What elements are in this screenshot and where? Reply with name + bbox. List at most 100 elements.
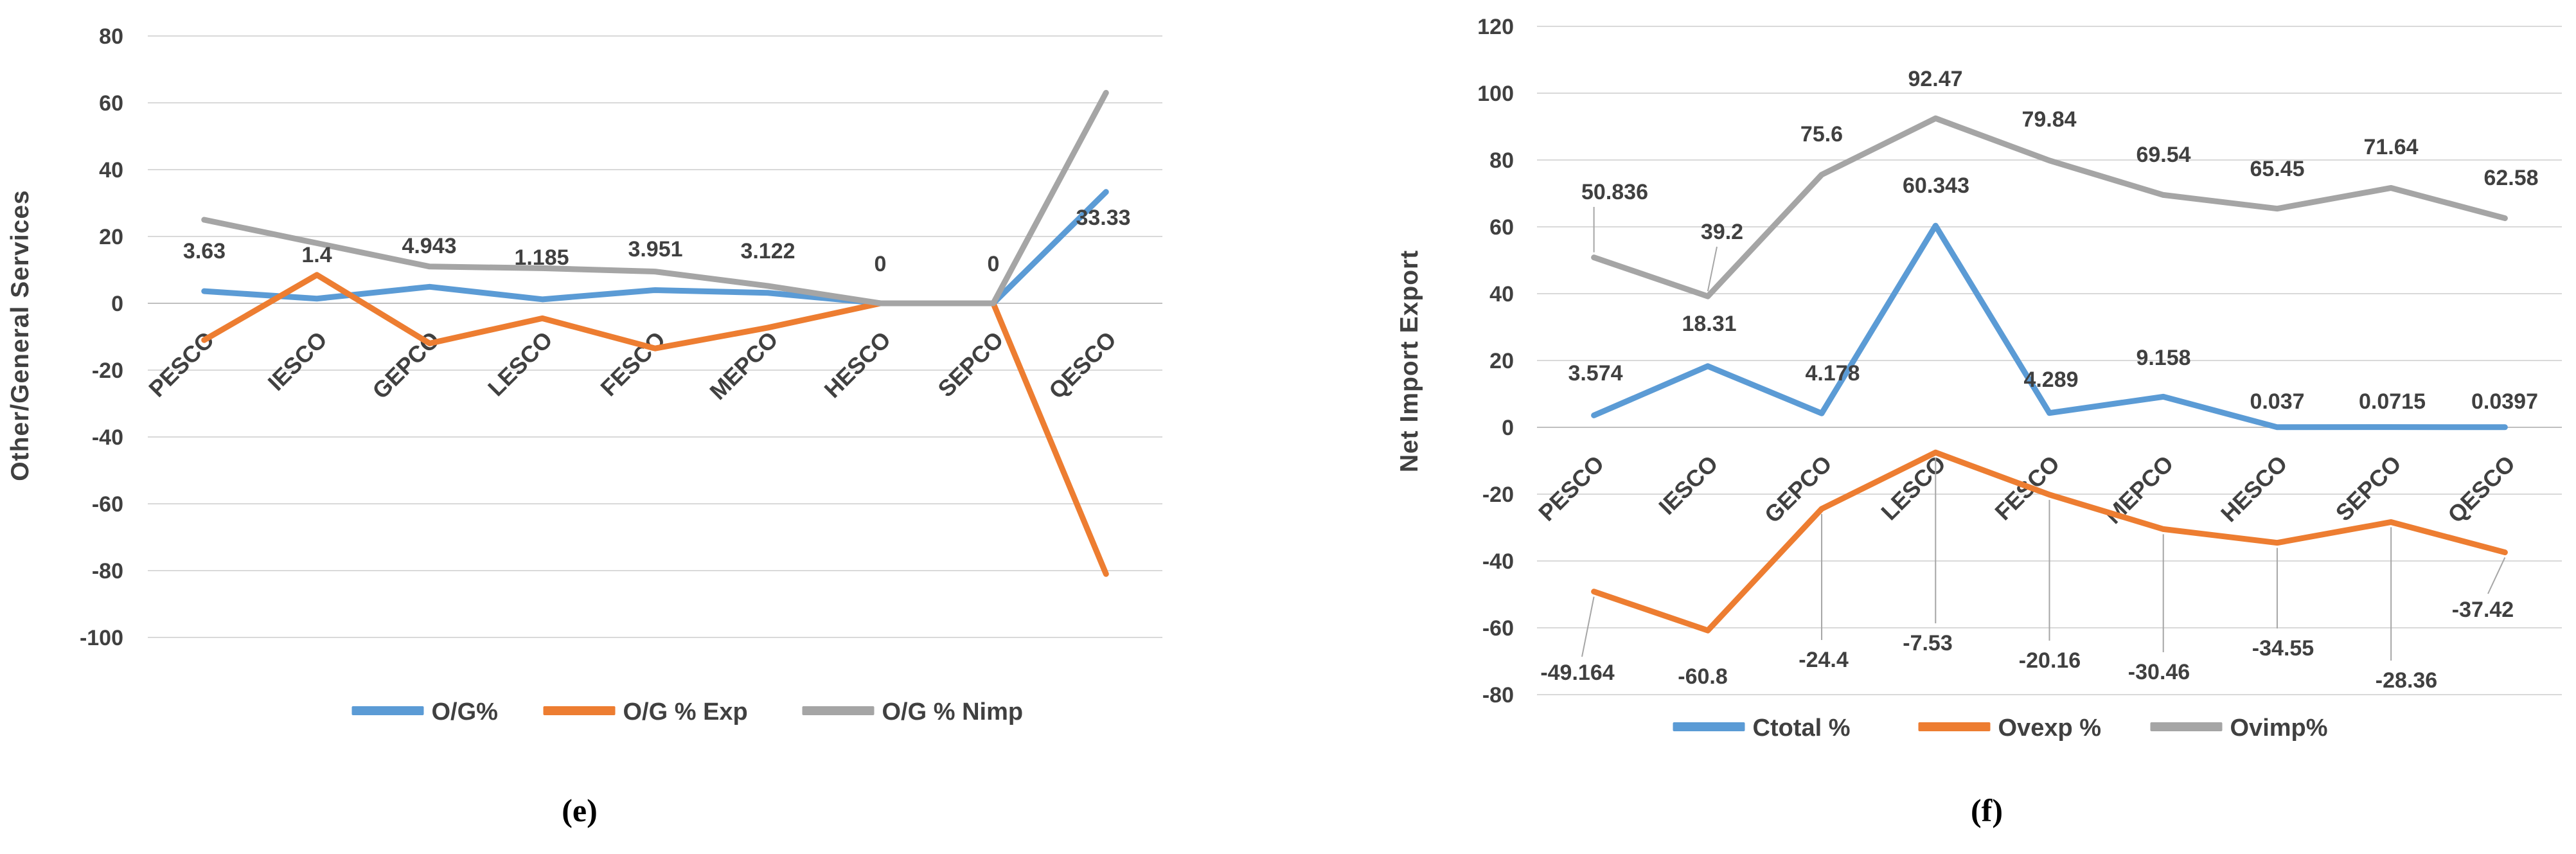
series-line-ctotal- xyxy=(1591,222,2508,431)
series-line-ovimp- xyxy=(1591,115,2508,299)
data-label: 65.45 xyxy=(2250,157,2304,181)
legend-swatch xyxy=(351,706,424,715)
legend-label: Ovimp% xyxy=(2230,715,2328,742)
y-tick-label: -100 xyxy=(80,626,123,650)
data-label: 79.84 xyxy=(2021,107,2076,132)
legend: Ctotal % Ovexp % Ovimp% xyxy=(1673,715,2328,742)
category-label-qesco: QESCO xyxy=(1044,326,1121,404)
data-label: 92.47 xyxy=(1908,67,1962,91)
data-label: 50.836 xyxy=(1581,180,1648,204)
data-label: 9.158 xyxy=(2136,346,2190,370)
legend-swatch xyxy=(802,706,875,715)
y-tick-label: 80 xyxy=(1489,148,1514,173)
data-label: -60.8 xyxy=(1678,664,1728,689)
y-tick-label: -60 xyxy=(92,492,123,517)
y-tick-label: 60 xyxy=(1489,215,1514,240)
legend-label: Ctotal % xyxy=(1753,715,1851,742)
legend-label: O/G % Exp xyxy=(623,698,748,725)
y-axis-title: Other/General Services xyxy=(6,190,34,481)
y-tick-label: 80 xyxy=(99,24,123,49)
chart-caption-e: (e) xyxy=(562,792,598,828)
category-label-hesco: HESCO xyxy=(2216,450,2293,528)
legend-swatch xyxy=(543,706,616,715)
data-label: 1.185 xyxy=(514,245,569,270)
data-label: 62.58 xyxy=(2483,166,2538,190)
data-label: 3.63 xyxy=(183,239,226,263)
data-label: 75.6 xyxy=(1800,122,1843,147)
chart-e: 80 60 40 20 0 -20 -40 -60 -80 -100 Other/General S… xyxy=(6,24,1162,828)
series-line-ovexp- xyxy=(1591,449,2508,634)
data-label-leader-line xyxy=(1707,246,1718,292)
y-tick-label: -20 xyxy=(92,359,123,383)
data-label: -34.55 xyxy=(2252,636,2314,661)
category-label-qesco: QESCO xyxy=(2442,450,2520,528)
category-label-sepco: SEPCO xyxy=(2331,450,2406,526)
data-label: -37.42 xyxy=(2452,598,2514,622)
y-tick-label: 0 xyxy=(111,292,123,316)
chart-caption-f: (f) xyxy=(1971,792,2003,828)
data-label: 3.122 xyxy=(740,239,795,263)
legend-label: O/G% xyxy=(432,698,498,725)
category-label-mepco: MEPCO xyxy=(2100,450,2178,529)
data-label: 33.33 xyxy=(1076,206,1130,230)
data-label: -24.4 xyxy=(1799,648,1849,672)
legend-label: O/G % Nimp xyxy=(882,698,1024,725)
data-label: 0.0715 xyxy=(2359,389,2426,414)
data-label-leader-line xyxy=(2487,557,2506,594)
legend-label: Ovexp % xyxy=(1998,715,2102,742)
category-label-gepco: GEPCO xyxy=(1759,450,1837,528)
data-label: 1.4 xyxy=(301,243,332,267)
category-label-lesco: LESCO xyxy=(483,326,558,402)
data-label: 4.178 xyxy=(1805,361,1860,386)
series-line-o-g-exp xyxy=(201,272,1109,577)
y-tick-label: 100 xyxy=(1477,82,1514,106)
y-tick-label: 40 xyxy=(1489,282,1514,307)
category-label-iesco: IESCO xyxy=(263,326,332,396)
data-label: -30.46 xyxy=(2128,660,2190,684)
category-label-sepco: SEPCO xyxy=(932,326,1008,402)
chart-f: 120 100 80 60 40 20 0 -20 -40 -60 -80 Net Import Ex… xyxy=(1396,15,2562,828)
y-tick-label: -80 xyxy=(1482,683,1514,707)
y-tick-label: -80 xyxy=(92,559,123,583)
data-label: 0.0397 xyxy=(2471,389,2538,414)
y-tick-label: -40 xyxy=(92,425,123,450)
y-tick-label: 20 xyxy=(99,225,123,249)
data-label: 60.343 xyxy=(1903,173,1969,198)
legend: O/G% O/G % Exp O/G % Nimp xyxy=(351,698,1024,725)
y-tick-label: 120 xyxy=(1477,15,1514,39)
data-label: 0 xyxy=(988,252,1000,276)
category-label-hesco: HESCO xyxy=(819,326,896,404)
y-axis-title: Net Import Export xyxy=(1396,250,1423,472)
data-label: -20.16 xyxy=(2019,648,2081,673)
y-tick-label: 60 xyxy=(99,91,123,116)
category-label-pesco: PESCO xyxy=(1533,450,1609,526)
data-label: 39.2 xyxy=(1701,220,1743,244)
data-label: 0.037 xyxy=(2250,389,2304,414)
y-tick-label: -20 xyxy=(1482,483,1514,507)
series-line-o-g-nimp xyxy=(201,89,1109,307)
data-label: 3.574 xyxy=(1568,361,1622,386)
y-tick-label: -40 xyxy=(1482,549,1514,574)
category-label-gepco: GEPCO xyxy=(367,326,445,404)
y-tick-label: 20 xyxy=(1489,349,1514,373)
data-label: 18.31 xyxy=(1682,312,1736,336)
legend-swatch xyxy=(1673,722,1745,731)
data-label: 4.943 xyxy=(402,234,456,258)
y-tick-label: 40 xyxy=(99,158,123,182)
category-label-iesco: IESCO xyxy=(1653,450,1723,520)
data-label: 71.64 xyxy=(2363,135,2418,159)
data-label: -7.53 xyxy=(1903,631,1953,655)
y-tick-label: -60 xyxy=(1482,616,1514,641)
y-tick-label: 0 xyxy=(1502,416,1514,440)
data-label: -28.36 xyxy=(2376,668,2437,693)
legend-swatch xyxy=(1918,722,1991,731)
data-label: 0 xyxy=(875,252,887,276)
data-label-leader-line xyxy=(1581,596,1595,657)
data-label: -49.164 xyxy=(1540,661,1614,685)
data-label: 3.951 xyxy=(628,237,682,262)
data-label: 69.54 xyxy=(2136,143,2190,167)
legend-swatch xyxy=(2150,722,2223,731)
data-label: 4.289 xyxy=(2023,368,2078,392)
